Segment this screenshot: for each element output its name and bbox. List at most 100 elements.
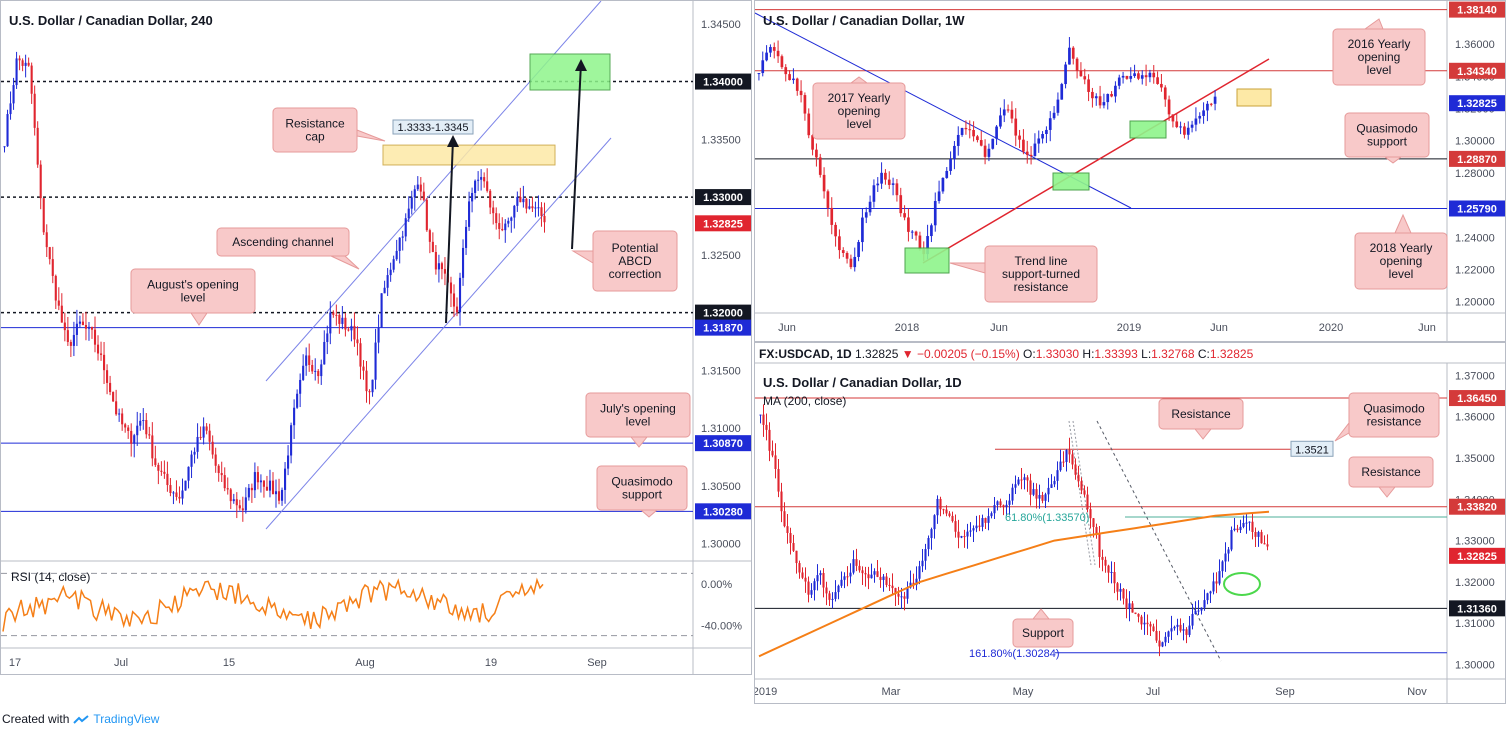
h4-note-ascending-channel: Ascending channel — [232, 235, 333, 249]
h4-candle — [229, 489, 232, 502]
w1-note-quasimodo-tail — [1383, 156, 1403, 164]
w1-candle — [1010, 109, 1014, 119]
h4-chart-svg[interactable]: 1.34500 1.34000 1.33500 1.33000 1.32500 1.320… — [1, 1, 751, 674]
h4-candle — [353, 325, 356, 340]
d1-candle — [1140, 616, 1143, 625]
h4-candle — [87, 326, 91, 329]
weekly-chart-svg[interactable]: 1.360001.340001.320001.300001.280001.260… — [755, 1, 1505, 341]
d1-candle — [1266, 544, 1269, 547]
d1-candle — [981, 518, 984, 527]
d1-candle — [771, 450, 774, 456]
d1-candle — [795, 550, 798, 564]
h4-candle — [39, 164, 42, 199]
h4-candle — [199, 436, 202, 438]
h4-candle — [461, 247, 465, 278]
d1-candle — [1230, 530, 1233, 550]
d1-candle — [864, 573, 867, 575]
h4-chart-panel[interactable]: 1.34500 1.34000 1.33500 1.33000 1.32500 1.320… — [0, 0, 752, 675]
d1-time-tick: 2019 — [755, 686, 777, 698]
w1-candle — [1064, 64, 1067, 85]
w1-candle — [979, 140, 983, 146]
h4-abcd-leg-c — [571, 62, 582, 250]
h4-candle — [181, 490, 184, 499]
h4-candle — [205, 426, 208, 431]
h4-price-tag-13028: 1.30280 — [703, 506, 743, 518]
w1-candle — [799, 90, 803, 96]
w1-candle — [941, 177, 945, 192]
d1-candle — [1200, 607, 1203, 611]
d1-candle — [852, 559, 855, 573]
h4-price-tag-13187-tag — [695, 319, 751, 336]
d1-candle — [801, 572, 804, 578]
d1-candle — [1092, 518, 1095, 528]
h4-note-julys-open-tail — [629, 436, 649, 448]
h4-rsi-label: RSI (14, close) — [11, 570, 90, 584]
w1-time-tick: Jun — [778, 322, 796, 334]
d1-price-tick: 1.33000 — [1455, 536, 1495, 548]
h4-candle — [284, 468, 287, 490]
d1-candle — [906, 587, 909, 599]
h4-note-abcd: Potential ABCD correction — [609, 241, 662, 281]
w1-candle — [1167, 99, 1171, 115]
h4-time-tick: Sep — [587, 657, 607, 669]
w1-price-tick: 1.20000 — [1455, 297, 1495, 309]
h4-rsi-tick: -40.00% — [701, 620, 742, 632]
d1-candle — [1209, 591, 1212, 594]
h4-candle — [471, 192, 474, 202]
d1-candle — [774, 455, 777, 469]
h4-time-tick: Jul — [114, 657, 128, 669]
d1-price-tag-13136: 1.31360 — [1457, 603, 1497, 615]
h4-candle — [103, 354, 106, 371]
w1-candle — [907, 217, 910, 232]
d1-candle — [927, 538, 930, 550]
h4-candle — [48, 247, 51, 260]
d1-candle — [1041, 495, 1044, 501]
d1-candle — [1086, 494, 1089, 510]
d1-candle — [798, 563, 801, 573]
h4-candle — [250, 487, 253, 491]
h4-candle — [232, 499, 235, 502]
h4-candle — [308, 355, 311, 365]
h4-price-tick: 1.33500 — [701, 134, 741, 146]
w1-note-trendline-box — [984, 245, 1098, 303]
d1-level-label-13521: 1.3521 — [1295, 444, 1329, 456]
h4-price-tag-13200: 1.32000 — [703, 308, 743, 320]
w1-candle — [1068, 47, 1071, 65]
h4-candle — [338, 314, 341, 324]
h4-target-box — [529, 53, 611, 91]
tradingview-logo-icon[interactable] — [73, 714, 90, 724]
h4-candle — [63, 322, 66, 331]
d1-candle — [987, 516, 990, 523]
h4-candle — [416, 184, 419, 190]
weekly-chart-panel[interactable]: 1.360001.340001.320001.300001.280001.260… — [754, 0, 1506, 342]
d1-candle — [969, 530, 972, 532]
h4-price-tag-13400-tag — [695, 73, 751, 90]
h4-candle — [537, 207, 540, 209]
w1-candle — [815, 149, 818, 158]
w1-candle — [1114, 85, 1117, 97]
daily-chart-panel[interactable]: 1.370001.360001.350001.340001.330001.320… — [754, 342, 1506, 704]
h4-time-tick: Aug — [355, 657, 375, 669]
h4-candle — [431, 241, 434, 252]
d1-candle — [1134, 612, 1137, 614]
w1-candle — [1033, 143, 1037, 157]
d1-candle — [1044, 494, 1047, 501]
h4-price-tag-13300: 1.33000 — [703, 192, 743, 204]
w1-candle — [914, 231, 918, 236]
d1-candle — [1188, 625, 1191, 635]
w1-candle — [1198, 115, 1202, 119]
w1-candle — [949, 159, 952, 171]
h4-price-tag-last-tag — [695, 215, 751, 232]
footer-brand[interactable]: TradingView — [93, 712, 160, 726]
h4-candle — [109, 382, 112, 393]
h4-candle — [465, 226, 468, 248]
w1-candle — [1156, 77, 1159, 84]
h4-time-tick: 19 — [485, 657, 497, 669]
h4-candle — [253, 472, 256, 491]
daily-chart-svg[interactable]: 1.370001.360001.350001.340001.330001.320… — [755, 343, 1505, 703]
d1-candle — [834, 592, 837, 599]
w1-candle — [784, 67, 788, 75]
d1-candle — [1008, 500, 1011, 505]
w1-candle — [964, 127, 968, 130]
d1-candle — [897, 593, 900, 597]
